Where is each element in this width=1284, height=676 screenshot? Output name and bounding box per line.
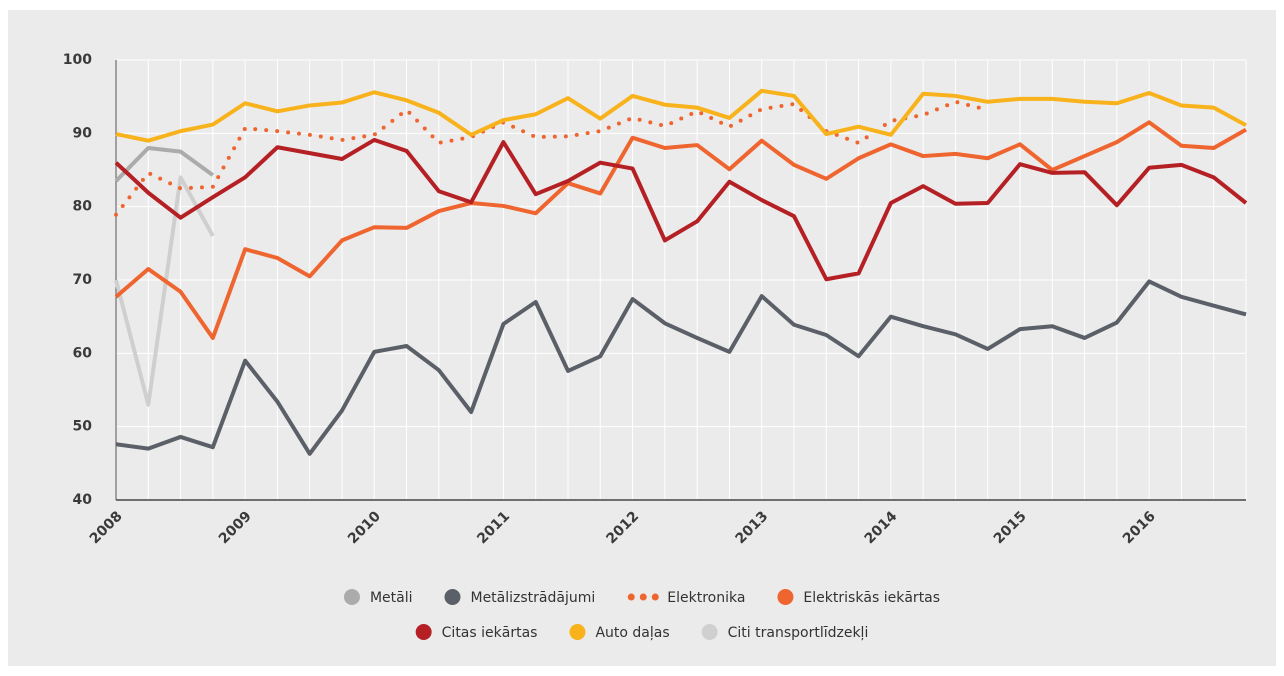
y-tick-label: 60 [73, 345, 93, 361]
y-tick-label: 90 [73, 125, 93, 141]
legend-label: Auto daļas [595, 625, 669, 641]
y-tick-label: 80 [73, 199, 93, 215]
legend-label: Elektronika [667, 590, 745, 606]
legend-row: Citas iekārtas Auto daļas Citi transportlī… [415, 624, 869, 641]
legend-marker [415, 624, 432, 640]
series-line [114, 137, 1248, 282]
y-tick-label: 50 [73, 419, 93, 435]
legend-marker [651, 593, 659, 601]
legend-label: Citi transportlīdzekļi [728, 625, 869, 641]
series-line [115, 279, 1247, 456]
legend-item: Elektronika [627, 590, 745, 606]
legend-item: Auto daļas [569, 624, 670, 641]
legend-label: Elektriskās iekārtas [803, 590, 940, 606]
y-tick-label: 40 [73, 492, 93, 508]
legend-item: Citas iekārtas [415, 624, 538, 641]
legend-item: Metāli [343, 589, 413, 606]
y-tick-label: 70 [73, 272, 93, 288]
legend-marker [701, 624, 718, 640]
legend-marker [777, 589, 794, 605]
legend-item: Citi transportlīdzekļi [701, 624, 869, 641]
legend-label: Metāli [370, 590, 413, 606]
legend-label: Metālizstrādājumi [470, 590, 595, 606]
legend-item: Elektriskās iekārtas [777, 589, 940, 606]
legend-row: Metāli Metālizstrādājumi Elektronika Elektr… [343, 589, 940, 606]
legend-marker [343, 589, 360, 605]
legend-marker [639, 593, 647, 601]
y-tick-label: 100 [63, 52, 92, 68]
legend-marker [444, 589, 461, 605]
legend-marker [569, 624, 586, 640]
legend-label: Citas iekārtas [442, 625, 538, 641]
series-line [114, 120, 1247, 340]
series-line [114, 146, 215, 183]
series-line [115, 88, 1247, 143]
legend-item: Metālizstrādājumi [444, 589, 595, 606]
legend-marker [627, 593, 635, 601]
